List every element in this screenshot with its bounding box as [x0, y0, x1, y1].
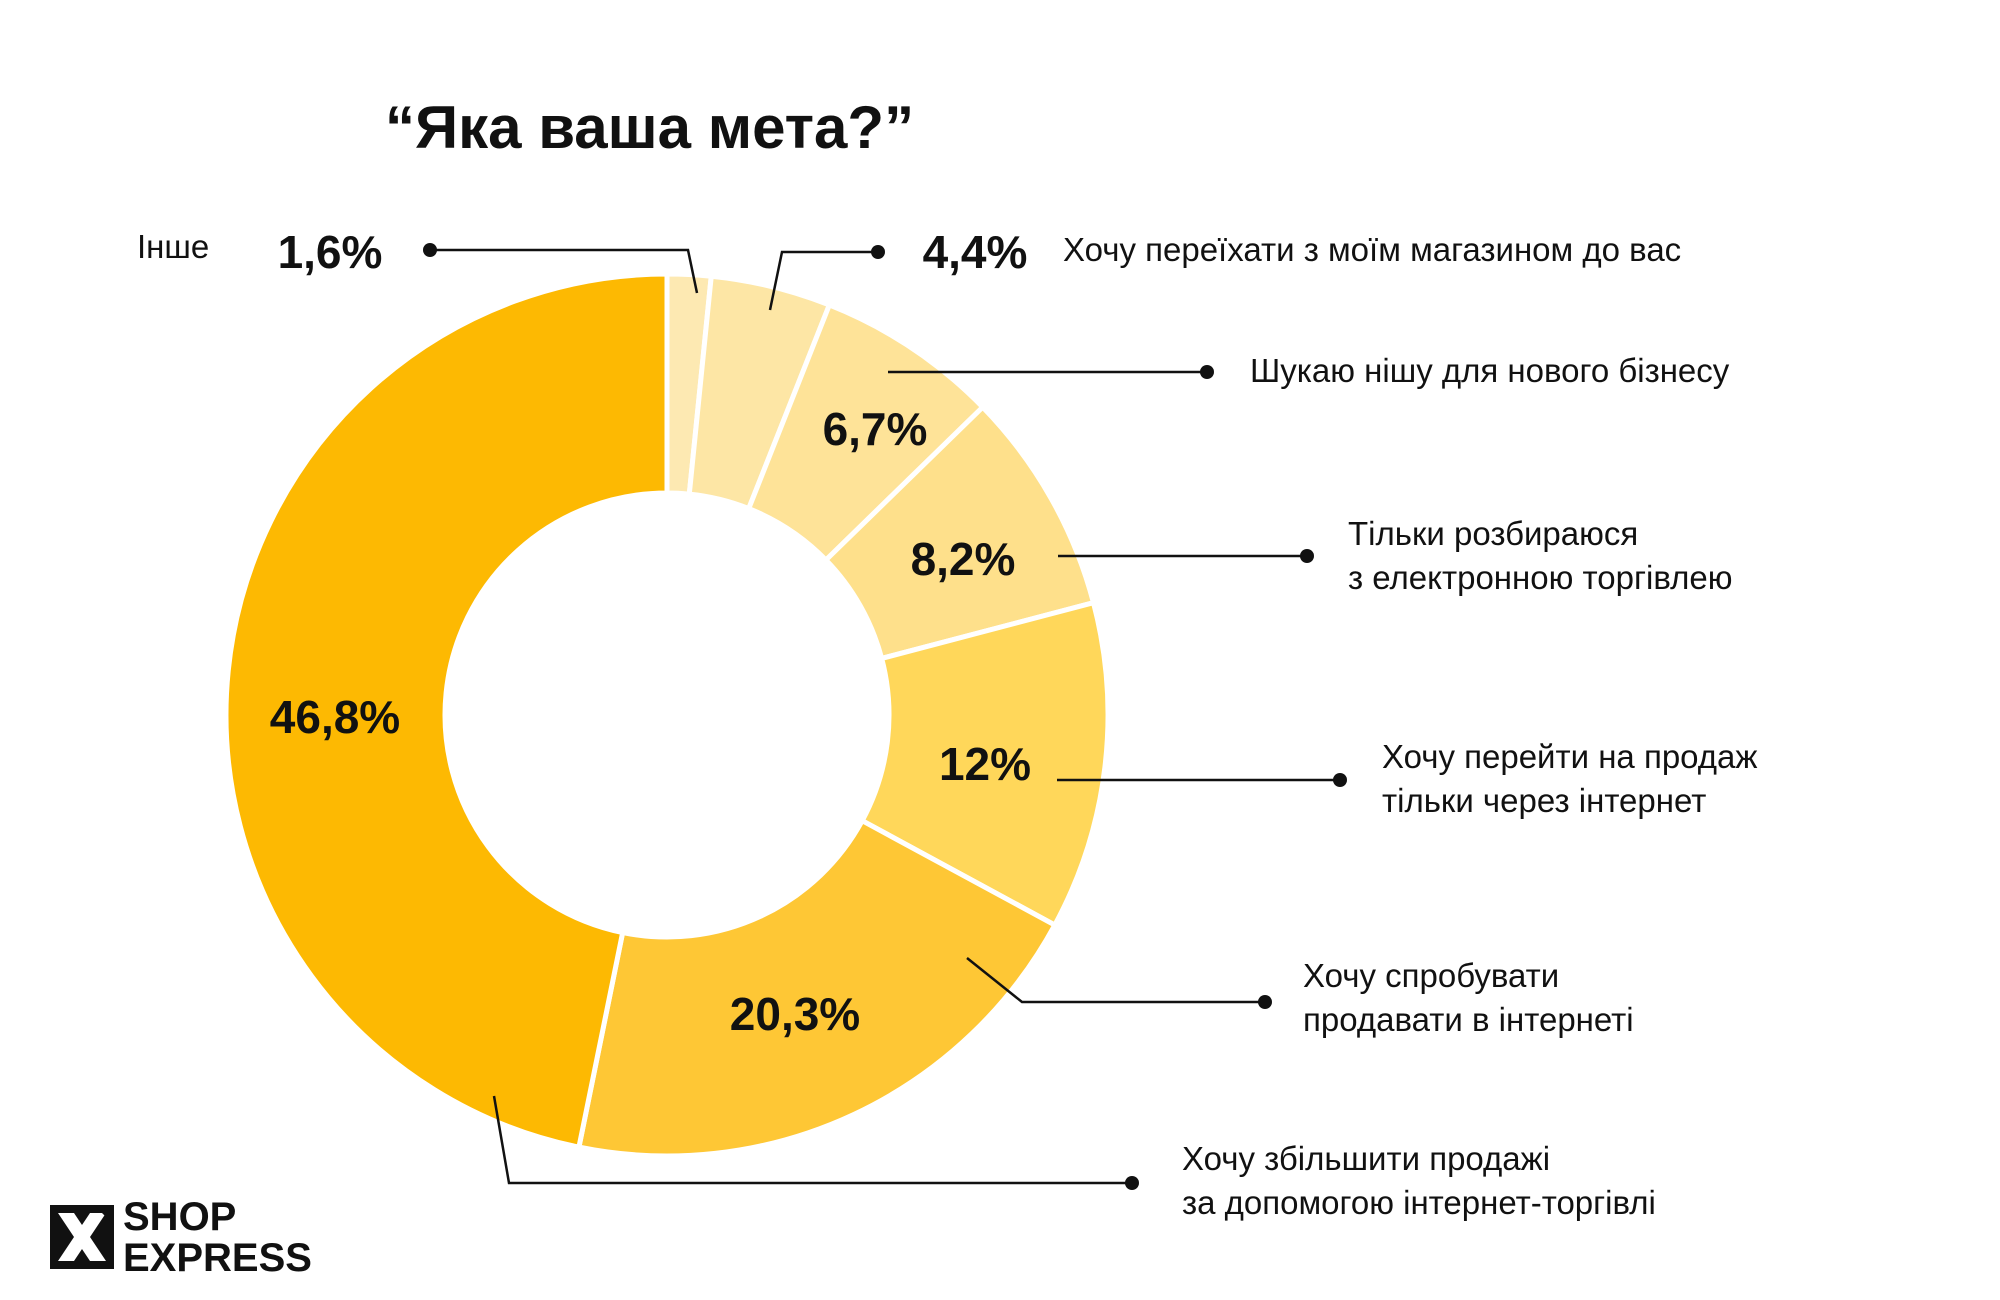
- chart-title: “Яка ваша мета?”: [385, 94, 914, 161]
- donut-slice: [223, 271, 670, 1151]
- donut-slices: [223, 271, 1111, 1159]
- leader-dot: [1333, 773, 1347, 787]
- leader-line: [430, 248, 699, 294]
- category-label-line: Хочу перейти на продаж: [1382, 738, 1758, 775]
- leader-dot: [1300, 549, 1314, 563]
- percent-label: 1,6%: [278, 226, 383, 278]
- category-label-increase-sales: Хочу збільшити продажі за допомогою інте…: [1182, 1140, 1656, 1221]
- category-label-try-selling: Хочу спробувати продавати в інтернеті: [1303, 957, 1634, 1038]
- category-label-new-niche: Шукаю нішу для нового бізнесу: [1250, 352, 1730, 389]
- donut-slice: [858, 599, 1111, 929]
- category-label-internet-only: Хочу перейти на продаж тільки через інте…: [1382, 738, 1767, 819]
- category-label-move-store: Хочу переїхати з моїм магазином до вас: [1063, 231, 1681, 268]
- percent-labels: 1,6% 4,4% 6,7% 8,2% 12% 20,3% 46,8%: [270, 226, 1031, 1040]
- leader-dot: [1200, 365, 1214, 379]
- category-label-line: продавати в інтернеті: [1303, 1001, 1634, 1038]
- percent-label: 46,8%: [270, 691, 400, 743]
- leader-dot: [871, 245, 885, 259]
- leader-lines: [423, 243, 1347, 1190]
- logo-arrow-icon: [50, 1205, 114, 1269]
- percent-label: 6,7%: [823, 403, 928, 455]
- logo-text-express: EXPRESS: [123, 1236, 312, 1280]
- shop-express-logo: SHOP EXPRESS: [50, 1195, 312, 1280]
- percent-label: 20,3%: [730, 988, 860, 1040]
- leader-dot: [423, 243, 437, 257]
- percent-label: 8,2%: [911, 533, 1016, 585]
- leader-dot: [1125, 1176, 1139, 1190]
- leader-line: [768, 250, 878, 311]
- category-label-line: Тільки розбираюся: [1348, 515, 1638, 552]
- percent-label: 12%: [939, 738, 1031, 790]
- category-label-other: Інше: [137, 228, 209, 265]
- leader-line: [492, 1095, 1132, 1185]
- leader-line: [966, 957, 1265, 1004]
- leader-dot: [1258, 995, 1272, 1009]
- donut-slice: [575, 817, 1059, 1159]
- percent-label: 4,4%: [923, 226, 1028, 278]
- category-label-line: за допомогою інтернет-торгівлі: [1182, 1184, 1656, 1221]
- logo-text-shop: SHOP: [123, 1195, 236, 1239]
- category-label-line: Хочу збільшити продажі: [1182, 1140, 1550, 1177]
- category-label-line: з електронною торгівлею: [1348, 559, 1732, 596]
- category-label-learning-ecommerce: Тільки розбираюся з електронною торгівле…: [1348, 515, 1732, 596]
- category-label-line: тільки через інтернет: [1382, 782, 1706, 819]
- category-label-line: Хочу спробувати: [1303, 957, 1559, 994]
